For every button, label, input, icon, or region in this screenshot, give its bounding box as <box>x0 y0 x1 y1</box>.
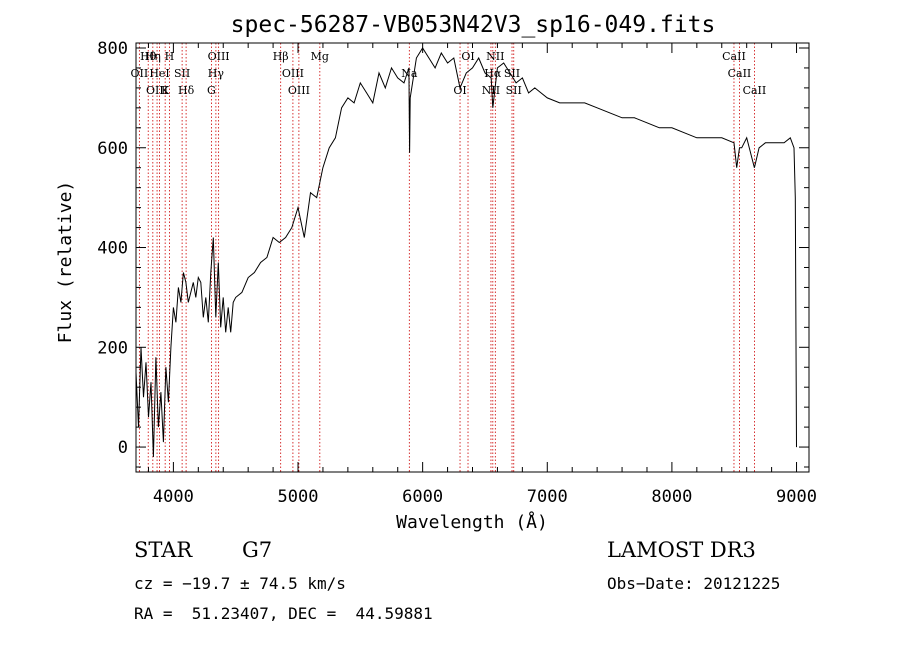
emission-line-markers <box>138 43 755 472</box>
line-label: OIII <box>282 67 304 80</box>
ra-dec: RA = 51.23407, DEC = 44.59881 <box>134 604 433 623</box>
line-label: NII <box>486 50 504 63</box>
chart-title: spec-56287-VB053N42V3_sp16-049.fits <box>231 12 716 38</box>
line-label: CaII <box>728 67 752 80</box>
y-tick-label: 600 <box>97 139 128 159</box>
x-tick-label: 7000 <box>527 487 568 507</box>
line-label: SII <box>506 84 522 97</box>
y-tick-label: 400 <box>97 239 128 259</box>
line-label: CaII <box>743 84 767 97</box>
line-label: Hθ <box>140 50 157 63</box>
line-label: H <box>165 50 175 63</box>
x-tick-label: 8000 <box>651 487 692 507</box>
line-label: Mg <box>311 50 329 63</box>
emission-line-labels: Hθ OII OIII Hη HeI K H SII Hδ OIII Hγ G Hβ OIII OIII Mg… <box>131 50 767 97</box>
x-axis-label: Wavelength (Å) <box>396 511 548 533</box>
line-label: Hβ <box>273 50 289 63</box>
line-label: Hη <box>145 50 161 63</box>
line-label: Na <box>401 67 418 80</box>
y-tick-label: 800 <box>97 39 128 59</box>
y-tick-label: 0 <box>118 438 128 458</box>
line-label: Hδ <box>178 84 195 97</box>
plot-frame <box>135 42 810 473</box>
object-subclass: G7 <box>242 538 273 562</box>
line-label: SII <box>174 67 190 80</box>
y-axis-label: Flux (relative) <box>55 181 76 344</box>
obs-date: Obs−Date: 20121225 <box>607 574 781 593</box>
spectrum-series <box>135 47 797 458</box>
line-label: OIII <box>146 84 168 97</box>
line-label: OI <box>453 84 466 97</box>
x-tick-label: 9000 <box>776 487 817 507</box>
line-label: CaII <box>722 50 746 63</box>
redshift-cz: cz = −19.7 ± 74.5 km/s <box>134 574 346 593</box>
line-label: OII <box>131 67 149 80</box>
line-label: Hα <box>484 67 502 80</box>
line-label: SII <box>504 67 520 80</box>
object-class: STAR <box>134 538 193 562</box>
y-axis: 0 200 400 600 800 <box>97 39 809 468</box>
survey-name: LAMOST DR3 <box>607 538 756 562</box>
line-label: OIII <box>208 50 230 63</box>
line-label: NII <box>482 84 500 97</box>
line-label: G <box>207 84 216 97</box>
line-label: Hγ <box>208 67 225 80</box>
y-tick-label: 200 <box>97 338 128 358</box>
line-label: OIII <box>288 84 310 97</box>
line-label: OI <box>461 50 474 63</box>
line-label: HeI <box>149 67 169 80</box>
x-tick-label: 5000 <box>278 487 319 507</box>
x-tick-label: 6000 <box>402 487 443 507</box>
line-label: K <box>161 84 170 97</box>
x-axis: 4000 5000 6000 7000 8000 9000 <box>147 43 817 507</box>
x-tick-label: 4000 <box>153 487 194 507</box>
